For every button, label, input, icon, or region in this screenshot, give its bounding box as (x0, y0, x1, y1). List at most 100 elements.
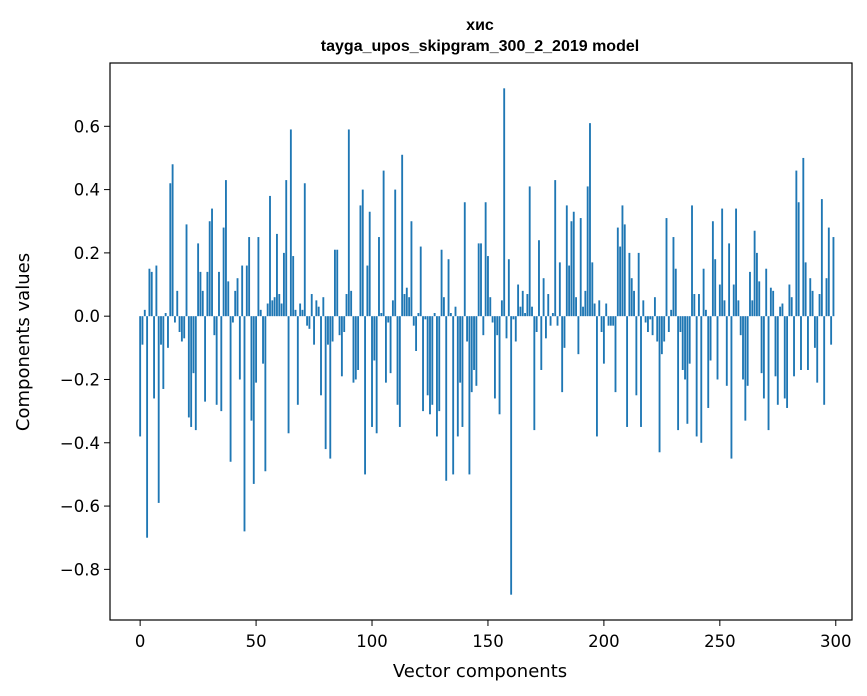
bar-234 (681, 316, 684, 370)
bar-145 (475, 316, 478, 386)
bar-268 (760, 316, 763, 374)
bar-204 (612, 316, 615, 326)
bar-210 (626, 316, 629, 427)
bar-39 (229, 316, 232, 462)
bar-176 (547, 294, 550, 317)
bar-222 (653, 297, 656, 317)
bar-293 (818, 294, 821, 317)
bar-8 (157, 316, 160, 503)
bar-46 (245, 265, 248, 317)
bar-248 (714, 259, 717, 317)
bar-195 (591, 262, 594, 317)
bar-174 (542, 278, 545, 317)
bar-121 (419, 246, 422, 317)
bar-172 (538, 240, 540, 317)
bar-86 (338, 316, 341, 336)
bar-257 (735, 208, 737, 317)
bar-139 (461, 316, 464, 427)
bar-106 (385, 316, 387, 383)
bar-15 (174, 316, 176, 323)
bar-254 (728, 243, 731, 317)
bar-258 (737, 300, 740, 317)
bar-244 (704, 309, 707, 317)
bar-129 (438, 316, 441, 412)
bar-100 (371, 316, 373, 427)
bar-136 (454, 306, 457, 317)
bar-45 (243, 316, 246, 532)
bar-265 (753, 230, 756, 317)
bar-243 (702, 268, 705, 317)
bar-249 (716, 316, 719, 380)
bar-20 (185, 224, 188, 317)
bar-215 (637, 252, 640, 317)
bar-237 (688, 316, 691, 364)
bar-158 (505, 316, 508, 339)
bar-291 (813, 316, 816, 348)
bar-93 (354, 316, 357, 380)
bar-96 (361, 189, 364, 317)
bar-140 (463, 202, 466, 317)
bar-166 (524, 313, 526, 317)
bar-212 (630, 278, 633, 317)
bar-38 (227, 281, 230, 317)
bar-269 (762, 316, 765, 399)
bar-280 (788, 284, 791, 317)
bar-217 (642, 300, 645, 317)
y-axis-ticks: −0.8 −0.6 −0.4 −0.2 0.0 0.2 0.4 0.6 (60, 117, 110, 579)
bar-47 (248, 237, 251, 317)
bar-113 (401, 154, 404, 317)
bar-75 (313, 316, 315, 345)
bar-48 (250, 316, 253, 421)
bar-70 (301, 309, 304, 317)
bar-32 (213, 316, 216, 336)
bar-21 (187, 316, 190, 418)
bar-191 (582, 306, 584, 317)
bar-275 (776, 316, 779, 405)
bar-40 (231, 316, 234, 323)
x-tick-label: 100 (356, 632, 388, 651)
chart-subtitle: tayga_upos_skipgram_300_2_2019 model (321, 38, 639, 55)
bar-163 (517, 284, 520, 317)
bar-127 (433, 313, 436, 317)
bar-267 (758, 281, 761, 317)
bar-235 (684, 316, 686, 380)
bar-142 (468, 316, 471, 475)
bar-169 (531, 306, 533, 317)
bar-192 (584, 290, 587, 317)
y-tick-label: −0.8 (60, 560, 100, 579)
bar-133 (447, 259, 450, 317)
bar-286 (802, 157, 805, 317)
x-axis-label: Vector components (393, 661, 567, 682)
bar-164 (519, 306, 522, 317)
bar-6 (153, 316, 155, 399)
bar-250 (718, 284, 721, 317)
bar-3 (146, 316, 149, 538)
bar-149 (484, 202, 487, 317)
bar-117 (410, 221, 413, 317)
bar-50 (255, 316, 258, 383)
bar-290 (811, 290, 814, 317)
bar-146 (477, 243, 480, 317)
bar-16 (176, 290, 179, 317)
bar-58 (273, 297, 276, 317)
bar-151 (489, 297, 492, 317)
bar-186 (570, 221, 573, 317)
bar-2 (143, 309, 146, 317)
bar-101 (373, 316, 376, 361)
bar-33 (215, 316, 218, 405)
x-tick-label: 0 (135, 632, 146, 651)
bar-74 (310, 294, 313, 317)
bar-24 (194, 316, 197, 431)
y-tick-label: 0.0 (74, 307, 100, 326)
bar-199 (600, 316, 603, 332)
bar-120 (417, 313, 420, 317)
bar-143 (470, 316, 473, 393)
bar-156 (500, 300, 503, 317)
bar-299 (832, 237, 835, 317)
bar-185 (568, 265, 571, 317)
bar-266 (756, 252, 758, 317)
bar-105 (382, 170, 385, 317)
bar-184 (565, 205, 568, 317)
bar-7 (155, 265, 158, 317)
